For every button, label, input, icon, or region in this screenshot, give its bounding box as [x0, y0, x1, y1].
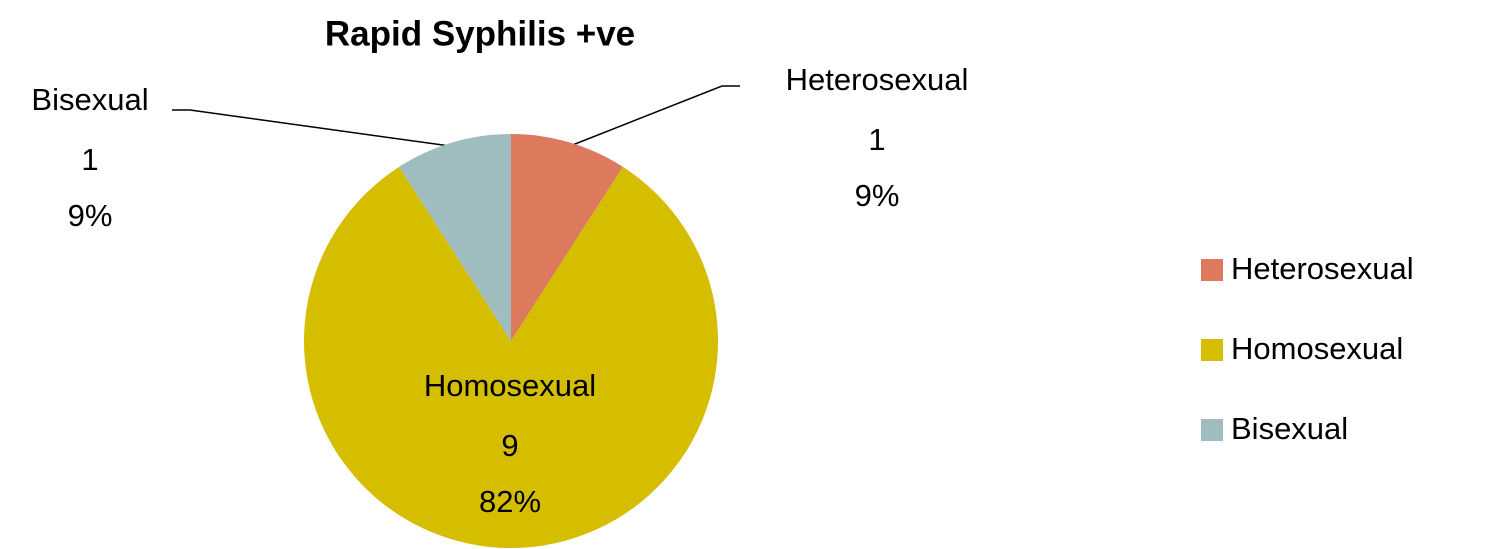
data-label-value: 1	[81, 142, 98, 177]
chart-title: Rapid Syphilis +ve	[325, 14, 635, 53]
data-label-percent: 9%	[855, 178, 900, 213]
legend-label: Homosexual	[1231, 331, 1403, 366]
leader-line	[569, 85, 740, 147]
data-label-name: Homosexual	[424, 368, 596, 403]
data-label-value: 9	[501, 428, 518, 463]
legend-label: Bisexual	[1231, 411, 1348, 446]
legend-label: Heterosexual	[1231, 251, 1414, 286]
pie-slice	[304, 166, 718, 548]
data-label-percent: 82%	[479, 484, 541, 519]
data-label-percent: 9%	[68, 198, 113, 233]
pie-slice	[399, 134, 511, 341]
data-label-value: 1	[868, 122, 885, 157]
legend-swatch	[1201, 339, 1223, 361]
leader-line	[172, 109, 451, 147]
data-label-name: Heterosexual	[786, 62, 969, 97]
legend-swatch	[1201, 259, 1223, 281]
pie-slice	[511, 134, 623, 341]
data-label-name: Bisexual	[31, 82, 148, 117]
legend-swatch	[1201, 419, 1223, 441]
